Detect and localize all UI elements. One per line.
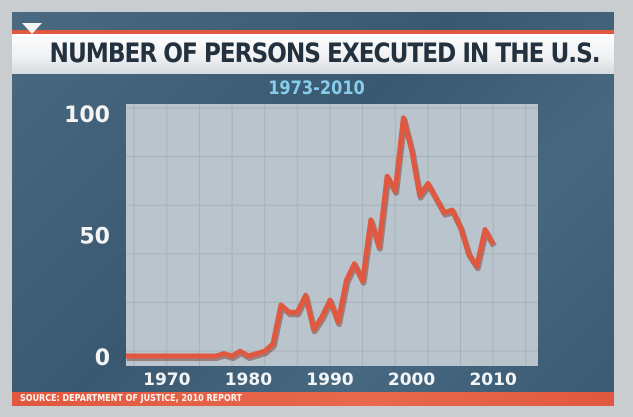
y-tick-label: 50 bbox=[79, 225, 110, 250]
y-tick-label: 100 bbox=[64, 103, 110, 128]
y-tick-label: 0 bbox=[95, 346, 110, 371]
source-text: SOURCE: DEPARTMENT OF JUSTICE, 2010 REPO… bbox=[20, 393, 243, 404]
chart-title: NUMBER OF PERSONS EXECUTED IN THE U.S. bbox=[49, 38, 601, 69]
title-bar: NUMBER OF PERSONS EXECUTED IN THE U.S. bbox=[12, 34, 614, 74]
chart-subtitle: 1973-2010 bbox=[268, 77, 365, 99]
x-tick-label: 2000 bbox=[388, 370, 435, 390]
x-tick-label: 1990 bbox=[306, 370, 353, 390]
x-tick-label: 2010 bbox=[469, 370, 516, 390]
x-tick-label: 1970 bbox=[143, 370, 190, 390]
plot-area bbox=[126, 104, 538, 366]
x-tick-label: 1980 bbox=[225, 370, 272, 390]
source-bar: SOURCE: DEPARTMENT OF JUSTICE, 2010 REPO… bbox=[12, 392, 614, 406]
title-accent-line bbox=[12, 30, 614, 34]
triangle-marker-icon bbox=[22, 23, 42, 34]
